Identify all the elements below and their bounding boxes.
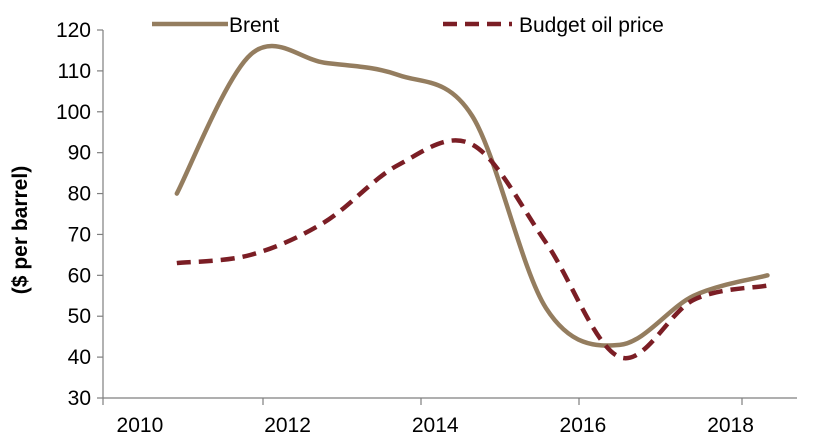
y-tick-label: 60: [68, 264, 91, 287]
y-axis-title: ($ per barrel): [9, 166, 32, 294]
series-line-brent: [174, 43, 770, 348]
y-tick-label: 70: [68, 223, 91, 246]
x-tick-label: 2016: [560, 414, 607, 437]
legend-label-brent: Brent: [229, 14, 279, 37]
y-tick-label: 40: [68, 346, 91, 369]
y-tick-label: 100: [56, 101, 91, 124]
y-tick-label: 30: [68, 387, 91, 410]
x-axis: 2010 2012 2014 2016 2018: [102, 397, 797, 437]
y-tick-label: 50: [68, 305, 91, 328]
x-tick-label: 2018: [707, 414, 754, 437]
y-axis: 30 40 50 60 70 80 90 100 110 120: [56, 19, 104, 410]
y-tick-label: 120: [56, 19, 91, 42]
x-tick-label: 2014: [412, 414, 459, 437]
x-tick-label: 2012: [264, 414, 311, 437]
x-tick-label: 2010: [117, 414, 164, 437]
y-tick-label: 80: [68, 183, 91, 206]
y-tick-label: 110: [58, 60, 91, 83]
series-group: [174, 43, 770, 361]
legend: Brent Budget oil price: [152, 14, 664, 37]
y-tick-label: 90: [68, 142, 91, 165]
legend-label-budget-oil-price: Budget oil price: [519, 14, 664, 37]
series-line-budget-oil-price: [176, 138, 768, 361]
